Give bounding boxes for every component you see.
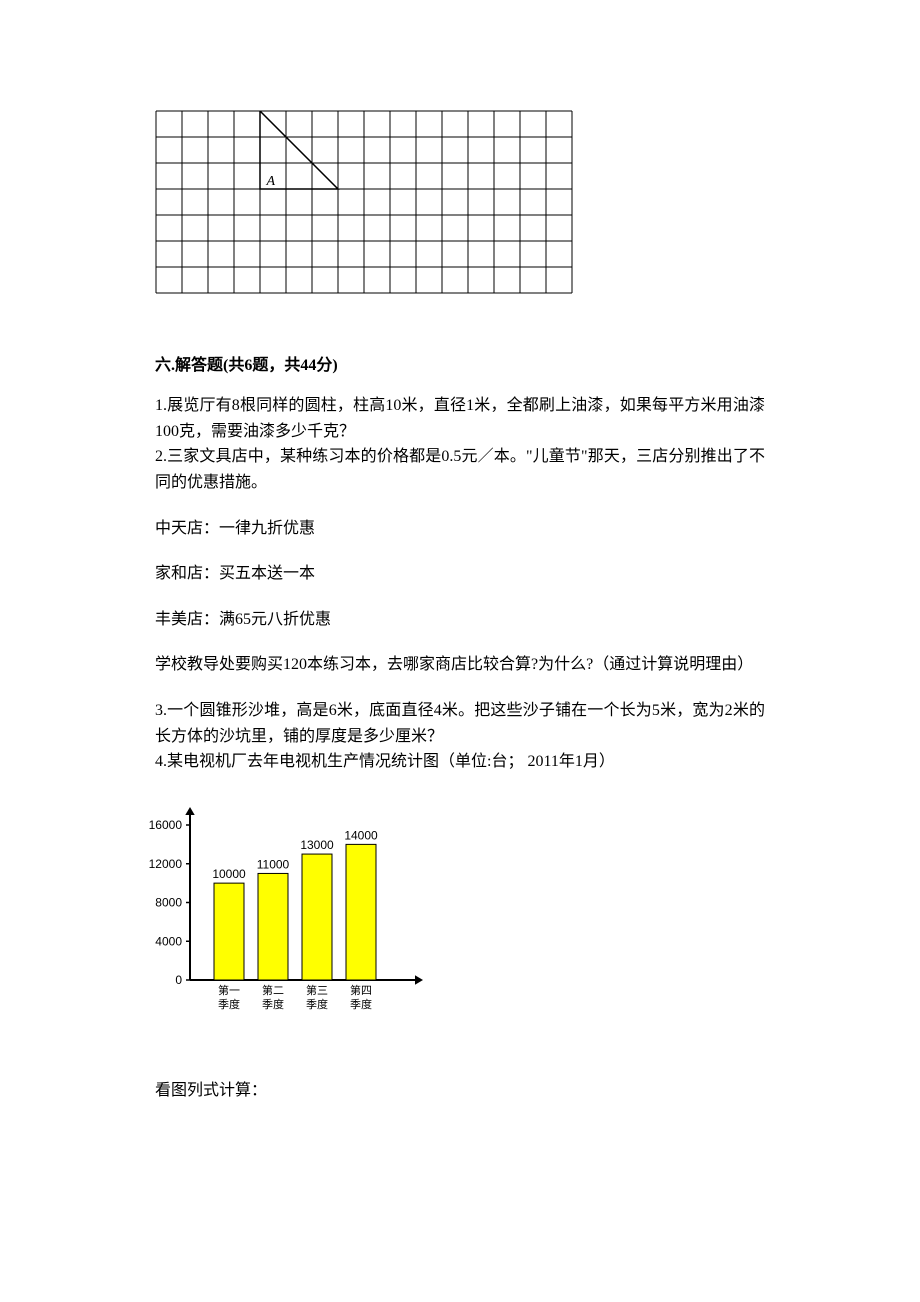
svg-text:第四: 第四	[350, 983, 372, 997]
svg-text:4000: 4000	[155, 934, 182, 948]
question-1: 1.展览厅有8根同样的圆柱，柱高10米，直径1米，全都刷上油漆，如果每平方米用油…	[155, 393, 765, 495]
svg-text:8000: 8000	[155, 895, 182, 909]
store-3: 丰美店：满65元八折优惠	[155, 607, 765, 633]
svg-text:季度: 季度	[350, 997, 372, 1011]
page-container: A 六.解答题(共6题，共44分) 1.展览厅有8根同样的圆柱，柱高10米，直径…	[0, 0, 920, 1184]
svg-text:12000: 12000	[149, 856, 183, 870]
grid-svg: A	[155, 110, 573, 294]
bar-chart-svg: 040008000120001600010000第一季度11000第二季度130…	[125, 800, 435, 1040]
q4-text: 4.某电视机厂去年电视机生产情况统计图（单位:台； 2011年1月）	[155, 749, 765, 775]
store-1: 中天店：一律九折优惠	[155, 516, 765, 542]
svg-text:季度: 季度	[306, 997, 328, 1011]
svg-text:A: A	[266, 174, 276, 189]
svg-text:16000: 16000	[149, 818, 183, 832]
q2-intro-text: 2.三家文具店中，某种练习本的价格都是0.5元／本。"儿童节"那天，三店分别推出…	[155, 444, 765, 495]
svg-text:14000: 14000	[344, 828, 378, 842]
q1-text: 1.展览厅有8根同样的圆柱，柱高10米，直径1米，全都刷上油漆，如果每平方米用油…	[155, 393, 765, 444]
store-2: 家和店：买五本送一本	[155, 561, 765, 587]
q4-footer-text: 看图列式计算：	[155, 1078, 765, 1104]
question-2-ask: 学校教导处要购买120本练习本，去哪家商店比较合算?为什么?（通过计算说明理由）	[155, 652, 765, 678]
section-title: 六.解答题(共6题，共44分)	[155, 353, 765, 379]
grid-figure: A	[155, 110, 765, 303]
bar-chart-container: 040008000120001600010000第一季度11000第二季度130…	[125, 800, 765, 1049]
question-3-4: 3.一个圆锥形沙堆，高是6米，底面直径4米。把这些沙子铺在一个长为5米，宽为2米…	[155, 698, 765, 775]
svg-text:第一: 第一	[218, 983, 240, 997]
q3-text: 3.一个圆锥形沙堆，高是6米，底面直径4米。把这些沙子铺在一个长为5米，宽为2米…	[155, 698, 765, 749]
svg-text:13000: 13000	[300, 838, 334, 852]
q2-ask-text: 学校教导处要购买120本练习本，去哪家商店比较合算?为什么?（通过计算说明理由）	[155, 652, 765, 678]
svg-text:第三: 第三	[306, 983, 328, 997]
svg-text:10000: 10000	[212, 867, 246, 881]
q4-footer: 看图列式计算：	[155, 1078, 765, 1104]
svg-text:0: 0	[175, 973, 182, 987]
svg-text:11000: 11000	[257, 857, 290, 871]
svg-text:第二: 第二	[262, 983, 284, 997]
svg-text:季度: 季度	[218, 997, 240, 1011]
svg-text:季度: 季度	[262, 997, 284, 1011]
